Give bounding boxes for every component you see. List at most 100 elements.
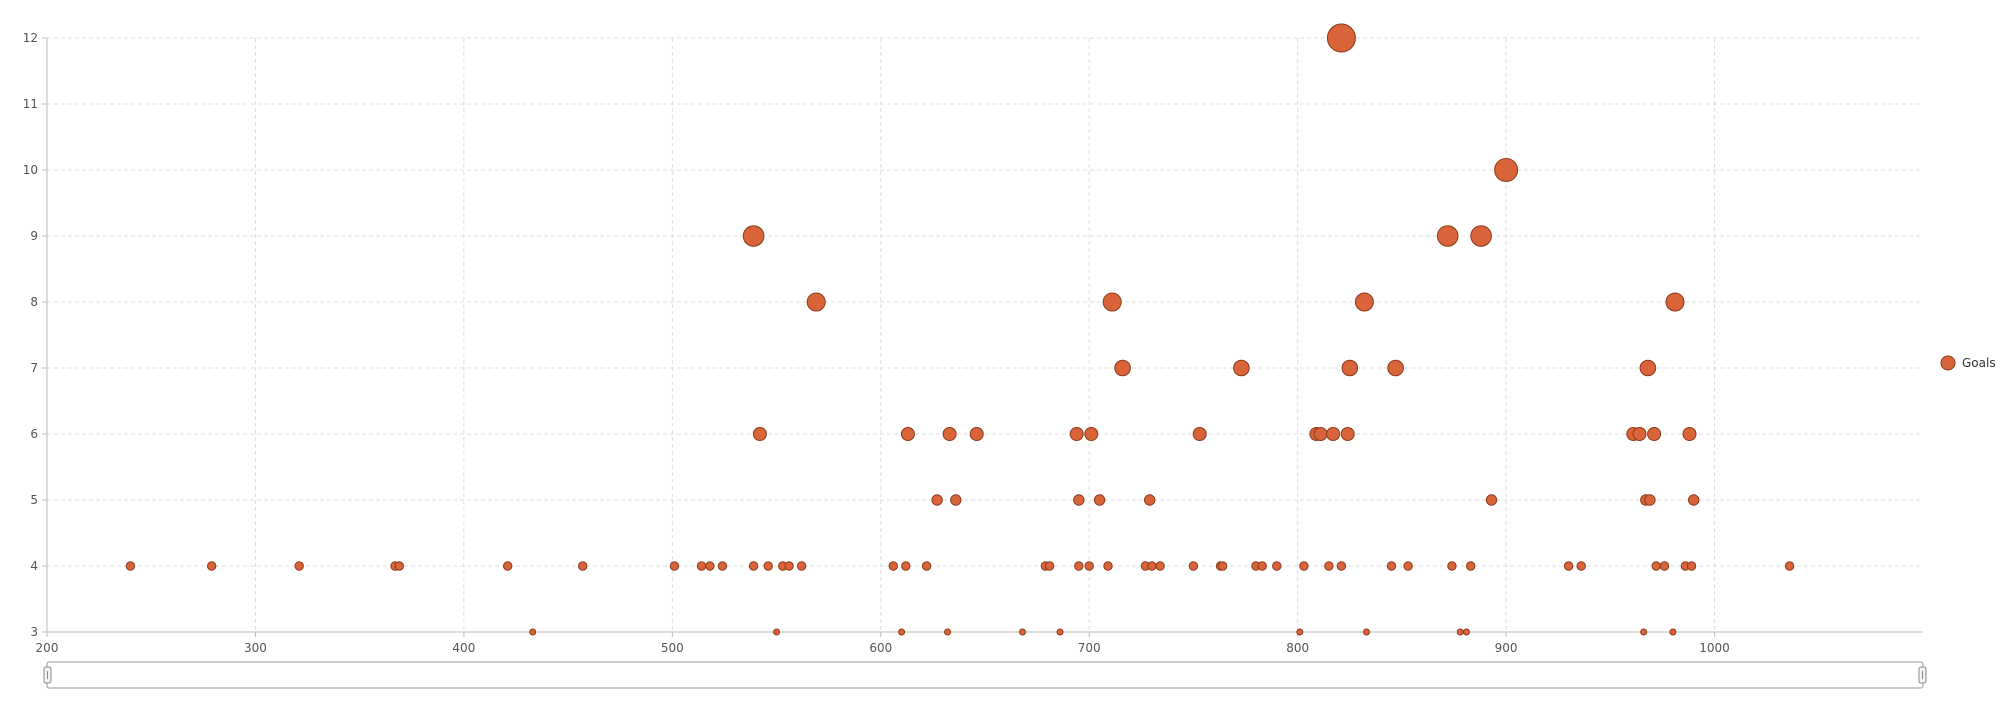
data-point[interactable] [1336,561,1347,571]
data-point[interactable] [1632,427,1647,441]
data-point[interactable] [1494,158,1519,182]
data-point[interactable] [1019,628,1026,636]
data-point[interactable] [1069,427,1084,441]
data-point[interactable] [529,628,537,636]
data-point[interactable] [1485,494,1498,506]
data-point[interactable] [578,561,588,571]
legend[interactable]: Goals [1940,355,1996,371]
data-point[interactable] [1326,23,1356,53]
data-point[interactable] [1659,561,1670,571]
data-point[interactable] [1665,292,1685,312]
data-point[interactable] [1324,561,1334,571]
data-point[interactable] [1669,628,1677,636]
data-point[interactable] [1313,427,1328,441]
data-point[interactable] [1784,561,1795,571]
data-point[interactable] [1114,359,1131,377]
data-point[interactable] [1456,628,1464,636]
data-point[interactable] [888,561,898,571]
data-point[interactable] [207,561,217,571]
data-point[interactable] [1466,561,1476,571]
data-point[interactable] [125,561,136,571]
data-point[interactable] [901,561,911,571]
data-point[interactable] [1056,628,1064,636]
data-point[interactable] [969,427,984,441]
data-point[interactable] [1340,427,1355,441]
data-point[interactable] [1102,292,1122,312]
data-point[interactable] [1147,561,1157,571]
data-point[interactable] [773,628,781,636]
data-point[interactable] [900,427,915,441]
data-point[interactable] [1188,561,1199,571]
data-point[interactable] [696,561,707,571]
scrollbar-track[interactable] [46,661,1924,689]
data-point[interactable] [748,561,759,571]
y-tick-label: 11 [23,97,38,111]
data-point[interactable] [705,561,715,571]
data-point[interactable] [1686,561,1697,571]
data-point[interactable] [669,561,680,571]
data-point[interactable] [1644,494,1656,506]
x-scrollbar[interactable] [43,661,1927,689]
data-point[interactable] [1217,561,1228,571]
data-point[interactable] [717,561,728,571]
data-point[interactable] [394,561,404,571]
data-point[interactable] [1326,427,1341,441]
data-point[interactable] [752,427,767,441]
data-point[interactable] [1682,427,1697,441]
data-point[interactable] [1084,561,1094,571]
data-point[interactable] [1403,561,1413,571]
y-tick-label: 12 [23,31,38,45]
x-tick-label: 300 [244,641,267,655]
data-point[interactable] [796,561,807,571]
data-point[interactable] [1341,359,1359,377]
data-point[interactable] [1386,561,1397,571]
data-point[interactable] [1463,628,1470,636]
data-point[interactable] [931,494,943,506]
data-point[interactable] [1299,561,1309,571]
data-point[interactable] [950,494,962,506]
data-point[interactable] [1563,561,1574,571]
data-point[interactable] [1296,628,1304,636]
legend-label-goals[interactable]: Goals [1962,356,1996,370]
data-point[interactable] [1354,292,1374,312]
legend-marker-goals[interactable] [1940,355,1956,371]
data-point[interactable] [1093,494,1106,506]
data-point[interactable] [921,561,932,571]
data-point[interactable] [1387,359,1404,377]
data-point[interactable] [294,561,304,571]
data-point[interactable] [1639,359,1657,377]
data-point[interactable] [763,561,773,571]
data-point[interactable] [1447,561,1457,571]
data-point[interactable] [942,427,957,441]
data-point[interactable] [1470,225,1492,247]
data-point[interactable] [806,292,826,312]
data-point[interactable] [1647,427,1662,441]
data-point[interactable] [1688,494,1700,506]
data-point[interactable] [1257,561,1267,571]
data-point[interactable] [1233,359,1250,377]
data-point[interactable] [1155,561,1165,571]
data-point[interactable] [1103,561,1113,571]
x-tick-label: 1000 [1699,641,1730,655]
series-goals [125,23,1795,636]
data-point[interactable] [742,225,765,247]
data-point[interactable] [1436,225,1459,247]
data-point[interactable] [1074,561,1084,571]
data-point[interactable] [1084,427,1099,441]
x-tick-label: 500 [661,641,684,655]
data-point[interactable] [1144,494,1156,506]
data-point[interactable] [1044,561,1055,571]
data-point[interactable] [1192,427,1207,441]
data-point[interactable] [784,561,794,571]
data-point[interactable] [1576,561,1586,571]
data-point[interactable] [1640,628,1648,636]
data-point[interactable] [503,561,513,571]
data-point[interactable] [1073,494,1085,506]
data-point[interactable] [944,628,951,636]
data-point[interactable] [1272,561,1282,571]
data-point[interactable] [1363,628,1370,636]
data-point[interactable] [1651,561,1661,571]
y-tick-label: 9 [30,229,38,243]
data-point[interactable] [898,628,906,636]
